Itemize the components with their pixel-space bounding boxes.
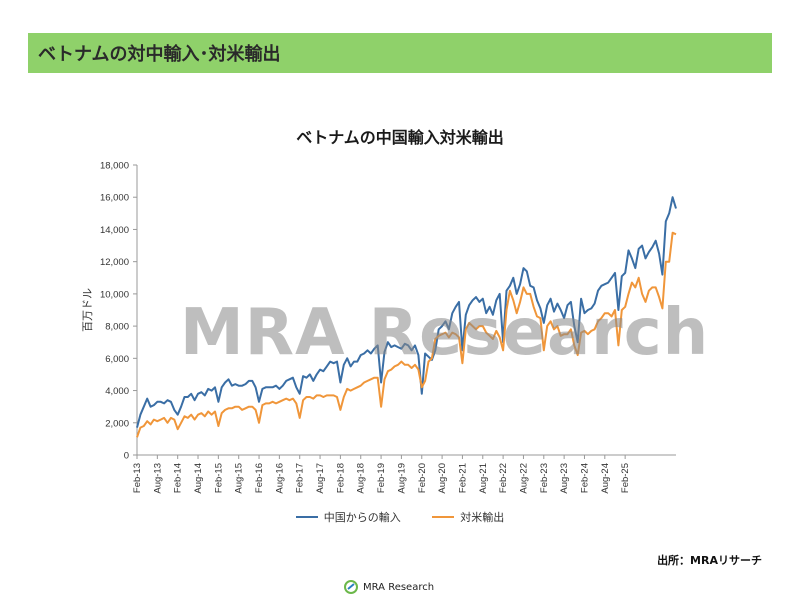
y-tick-label: 8,000 [105, 322, 129, 333]
x-tick-label: Aug-20 [437, 463, 448, 494]
x-tick-label: Feb-15 [213, 463, 224, 493]
source-note: 出所：MRAリサーチ [657, 554, 762, 567]
x-tick-label: Aug-21 [478, 463, 489, 494]
legend-swatch-china [295, 516, 318, 518]
series-line-china-imports [136, 196, 677, 428]
x-tick-label: Feb-25 [620, 463, 631, 493]
x-tick-label: Feb-20 [417, 463, 428, 493]
x-tick-label: Aug-22 [518, 463, 529, 494]
x-tick-label: Aug-18 [356, 463, 367, 494]
footer-logo: MRA Research [344, 580, 434, 594]
x-tick-label: Feb-24 [579, 463, 590, 493]
legend: 中国からの輸入 対米輸出 [0, 508, 800, 525]
x-tick-label: Feb-22 [498, 463, 509, 493]
x-tick-label: Feb-13 [132, 463, 143, 493]
x-tick-label: Feb-16 [254, 463, 265, 493]
y-tick-label: 10,000 [100, 289, 129, 300]
y-axis-label: 百万ドル [81, 288, 94, 332]
x-tick-label: Aug-23 [559, 463, 570, 494]
watermark: MRA Research [180, 296, 710, 370]
x-tick-label: Feb-14 [173, 463, 184, 493]
x-tick-label: Feb-18 [335, 463, 346, 493]
x-tick-label: Aug-14 [193, 463, 204, 494]
footer-logo-text: MRA Research [363, 581, 435, 593]
y-tick-label: 6,000 [105, 354, 129, 365]
x-tick-label: Aug-19 [396, 463, 407, 494]
y-tick-label: 16,000 [100, 193, 129, 204]
chart-title: ベトナムの中国輸入対米輸出 [296, 128, 504, 147]
y-tick-label: 4,000 [105, 386, 129, 397]
logo-icon [344, 580, 358, 594]
series-line-us-exports [136, 231, 677, 438]
legend-item-china: 中国からの輸入 [295, 509, 401, 525]
x-tick-label: Aug-13 [152, 463, 163, 494]
y-tick-label: 18,000 [100, 161, 129, 172]
x-tick-label: Feb-21 [457, 463, 468, 493]
x-tick-label: Feb-17 [295, 463, 306, 493]
x-tick-label: Aug-17 [315, 463, 326, 494]
x-tick-label: Feb-23 [539, 463, 550, 493]
y-tick-label: 12,000 [100, 257, 129, 268]
x-tick-label: Aug-15 [234, 463, 245, 494]
y-tick-label: 2,000 [105, 418, 129, 429]
page-title: ベトナムの対中輸入･対米輸出 [38, 44, 281, 65]
x-tick-label: Feb-19 [376, 463, 387, 493]
y-tick-label: 0 [124, 451, 129, 462]
x-tick-label: Aug-16 [274, 463, 285, 494]
legend-label-us: 対米輸出 [460, 511, 505, 524]
legend-swatch-us [432, 516, 455, 518]
x-tick-label: Aug-24 [600, 463, 611, 494]
y-tick-label: 14,000 [100, 225, 129, 236]
legend-label-china: 中国からの輸入 [323, 511, 401, 524]
header-bar: ベトナムの対中輸入･対米輸出 [28, 33, 772, 73]
legend-item-us: 対米輸出 [432, 509, 504, 525]
